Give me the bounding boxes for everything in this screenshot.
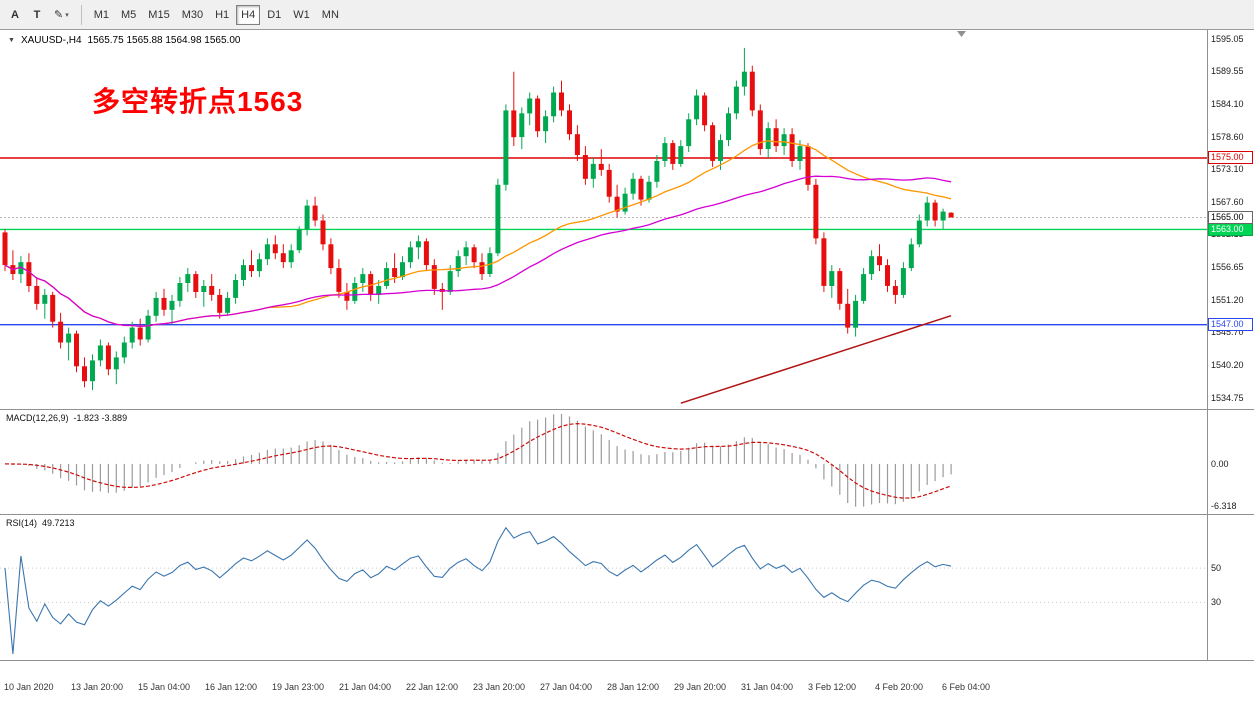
axis-label: 30: [1211, 597, 1222, 608]
macd-chart-area[interactable]: MACD(12,26,9) -1.823 -3.889: [0, 410, 1207, 514]
time-axis-label: 31 Jan 04:00: [741, 682, 794, 692]
time-axis-label: 4 Feb 20:00: [875, 682, 924, 692]
axis-label: 1573.10: [1211, 164, 1244, 175]
macd-label: MACD(12,26,9) -1.823 -3.889: [6, 413, 127, 423]
macd-name: MACD(12,26,9): [6, 413, 69, 423]
chart-text-annotation[interactable]: 多空转折点1563: [92, 86, 304, 117]
axis-label: 1556.65: [1211, 262, 1244, 273]
axis-label: 1540.20: [1211, 360, 1244, 371]
time-axis-label: 13 Jan 20:00: [71, 682, 124, 692]
axis-label: 1545.70: [1211, 327, 1244, 338]
timeframe-w1-button[interactable]: W1: [293, 8, 310, 21]
price-chart: [0, 31, 1207, 404]
axis-label: 0.00: [1211, 458, 1229, 469]
time-axis-label: 23 Jan 20:00: [473, 682, 526, 692]
time-axis-label: 22 Jan 12:00: [406, 682, 459, 692]
price-tag-1575: 1575.00: [1208, 151, 1253, 165]
timeframe-m30-button[interactable]: M30: [181, 8, 204, 21]
axis-label: 1534.75: [1211, 392, 1244, 403]
time-axis-label: 19 Jan 23:00: [272, 682, 325, 692]
axis-label: 1578.60: [1211, 131, 1244, 142]
toolbar: A T ✎ ▾ M1 M5 M15 M30 H1 H4 D1 W1 MN: [0, 0, 1254, 30]
axis-label: 1589.55: [1211, 66, 1244, 77]
collapse-caret-icon[interactable]: ▼: [8, 37, 15, 44]
time-axis-label: 21 Jan 04:00: [339, 682, 392, 692]
rsi-chart: [0, 526, 1207, 654]
rsi-axis[interactable]: 50 30: [1207, 515, 1254, 660]
trend-line[interactable]: [680, 314, 952, 404]
rsi-line: [4, 526, 952, 654]
symbol-name: XAUUSD-,H4: [20, 35, 82, 46]
timeframe-h1-button[interactable]: H1: [215, 8, 230, 21]
rsi-panel: RSI(14) 49.7213 50 30: [0, 515, 1254, 661]
symbol-ohlc-label: ▼ XAUUSD-,H4 1565.75 1565.88 1564.98 156…: [8, 35, 240, 46]
chart-shift-marker[interactable]: [957, 31, 966, 37]
rsi-value: 49.7213: [42, 518, 75, 528]
price-axis[interactable]: 1595.05 1589.55 1584.10 1578.60 1573.10 1567.…: [1207, 30, 1254, 409]
macd-signal-line: [4, 422, 952, 499]
axis-label: 50: [1211, 563, 1222, 574]
current-price-tag: 1565.00: [1208, 211, 1253, 224]
rsi-chart-area[interactable]: RSI(14) 49.7213: [0, 515, 1207, 660]
time-axis-label: 6 Feb 04:00: [942, 682, 991, 692]
axis-label: 1584.10: [1211, 98, 1244, 109]
rsi-name: RSI(14): [6, 518, 38, 528]
timeframe-m15-button[interactable]: M15: [148, 8, 170, 21]
ma-slow-magenta: [4, 175, 952, 327]
timeframe-h4-button[interactable]: H4: [236, 4, 261, 25]
axis-label: 1551.20: [1211, 294, 1244, 305]
timeframe-button-group: M1 M5 M15 M30 H1 H4 D1 W1 MN: [88, 4, 345, 25]
axis-label: 1567.60: [1211, 197, 1244, 208]
timeframe-m5-button[interactable]: M5: [121, 8, 137, 21]
time-axis[interactable]: 10 Jan 2020 13 Jan 20:00 15 Jan 04:00 16 Ja…: [0, 661, 1254, 704]
price-tag-1563: 1563.00: [1208, 222, 1253, 236]
time-axis-label: 15 Jan 04:00: [138, 682, 191, 692]
macd-histogram: [4, 414, 952, 507]
timeframe-d1-button[interactable]: D1: [267, 8, 282, 21]
time-axis-label: 29 Jan 20:00: [674, 682, 727, 692]
time-axis-label: 27 Jan 04:00: [540, 682, 593, 692]
tool-button-group: A T ✎ ▾: [4, 5, 75, 25]
timeframe-mn-button[interactable]: MN: [321, 8, 339, 21]
candles: [2, 47, 954, 391]
axis-label: -6.318: [1211, 500, 1237, 511]
cursor-tool-button[interactable]: A: [11, 8, 19, 21]
macd-values: -1.823 -3.889: [73, 413, 128, 423]
macd-axis[interactable]: 0.00 -6.318: [1207, 410, 1254, 514]
ohlc-values: 1565.75 1565.88 1564.98 1565.00: [87, 35, 241, 46]
axis-label: 1595.05: [1211, 33, 1244, 44]
macd-panel: MACD(12,26,9) -1.823 -3.889 0.00 -6.318: [0, 410, 1254, 515]
text-tool-button[interactable]: T: [33, 8, 41, 21]
price-panel: ▼ XAUUSD-,H4 1565.75 1565.88 1564.98 156…: [0, 30, 1254, 410]
rsi-label: RSI(14) 49.7213: [6, 518, 75, 528]
macd-chart: [4, 414, 952, 507]
draw-tool-button[interactable]: ✎ ▾: [54, 9, 69, 21]
timeframe-m1-button[interactable]: M1: [93, 8, 110, 21]
time-axis-label: 3 Feb 12:00: [808, 682, 857, 692]
time-axis-label: 16 Jan 12:00: [205, 682, 258, 692]
toolbar-separator: [80, 4, 82, 25]
price-tag-1547: 1547.00: [1208, 318, 1253, 332]
time-axis-label: 28 Jan 12:00: [607, 682, 660, 692]
price-chart-area[interactable]: ▼ XAUUSD-,H4 1565.75 1565.88 1564.98 156…: [0, 30, 1207, 409]
time-axis-label: 10 Jan 2020: [4, 682, 54, 692]
